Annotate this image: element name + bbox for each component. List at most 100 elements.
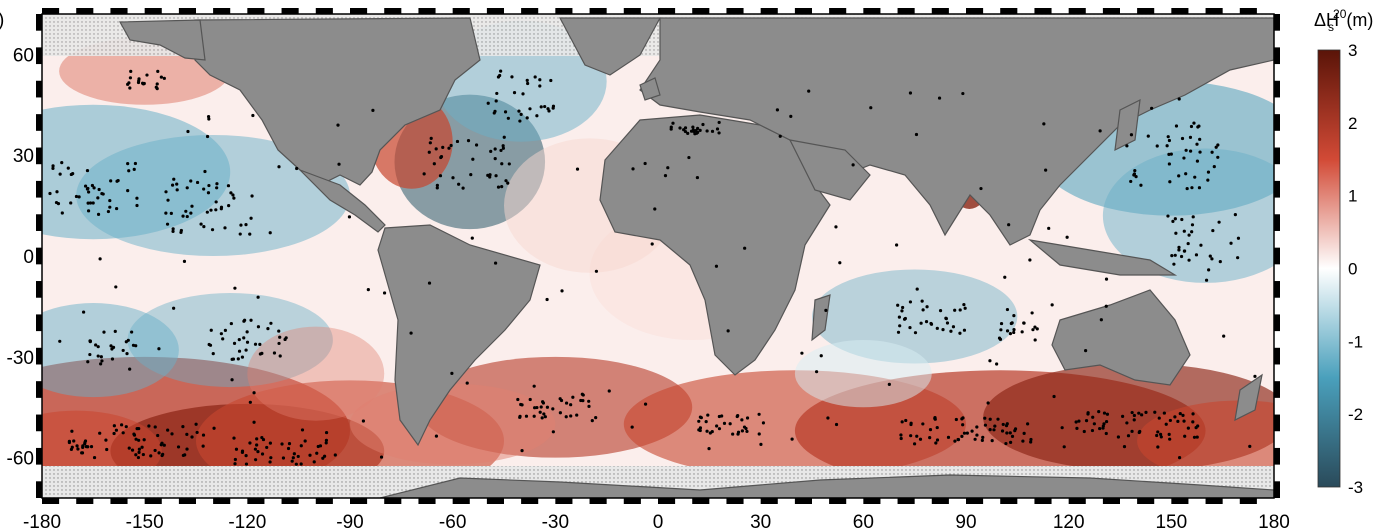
stipple-dot (110, 347, 114, 351)
stipple-dot (294, 462, 298, 466)
stipple-dot (1062, 445, 1066, 449)
stipple-dot (1129, 179, 1133, 184)
stipple-dot (219, 205, 224, 209)
stipple-dot (248, 400, 252, 404)
stipple-dot (1102, 422, 1106, 426)
frame-checker (36, 247, 42, 265)
stipple-dot (1004, 424, 1009, 428)
map-panel (42, 14, 1274, 498)
stipple-dot (1129, 133, 1134, 137)
anomaly-patch (42, 303, 179, 398)
stipple-dot (493, 147, 497, 151)
frame-checker (555, 8, 573, 14)
stipple-dot (300, 428, 305, 432)
frame-checker (247, 498, 265, 504)
stipple-dot (558, 411, 562, 415)
stipple-dot (949, 329, 953, 333)
stipple-dot (630, 425, 634, 429)
stipple-dot (695, 175, 700, 180)
stipple-dot (1206, 170, 1211, 174)
x-axis-ticks: -180 -150 -120 -90 -60 -30 0 30 60 90 120 150 180 (23, 512, 1290, 530)
stipple-dot (897, 315, 901, 319)
stipple-dot (594, 269, 599, 273)
anomaly-patch (247, 326, 385, 421)
stipple-dot (900, 309, 904, 313)
frame-checker (486, 8, 504, 14)
stipple-dot (571, 395, 575, 399)
stipple-dot (887, 382, 891, 386)
stipple-dot (1216, 155, 1220, 159)
x-tick-label: -180 (23, 512, 61, 530)
stipple-dot (653, 207, 657, 211)
stipple-dot (277, 165, 281, 169)
stipple-dot (1029, 440, 1033, 444)
stipple-dot (1180, 217, 1184, 222)
frame-checker (178, 8, 196, 14)
frame-checker (1239, 498, 1257, 504)
stipple-dot (1184, 172, 1188, 176)
stipple-dot (240, 449, 245, 453)
stipple-dot (92, 455, 97, 460)
stipple-dot (941, 328, 945, 332)
stipple-dot (337, 162, 341, 166)
stipple-dot (1188, 135, 1193, 139)
stipple-dot (506, 181, 510, 185)
stipple-dot (1033, 338, 1037, 342)
stipple-dot (1158, 432, 1163, 436)
stipple-dot (899, 436, 903, 441)
stipple-dot (963, 306, 967, 310)
stipple-dot (1165, 144, 1169, 148)
frame-checker (144, 498, 162, 504)
stipple-dot (1210, 150, 1214, 154)
stipple-dot (1060, 426, 1064, 430)
stipple-dot (83, 440, 87, 445)
stipple-dot (120, 423, 124, 427)
stipple-dot (324, 441, 328, 445)
stipple-dot (543, 104, 547, 109)
stipple-dot (757, 432, 761, 436)
stipple-dot (379, 455, 384, 459)
stipple-dot (929, 321, 933, 326)
stipple-dot (1168, 437, 1172, 441)
stipple-dot (919, 321, 923, 325)
stipple-dot (1178, 411, 1182, 416)
stipple-dot (869, 106, 873, 110)
stipple-dot (1009, 321, 1013, 326)
stipple-dot (134, 437, 138, 441)
stipple-dot (486, 173, 490, 177)
stipple-dot (221, 337, 225, 341)
stipple-dot (1229, 241, 1233, 245)
stipple-dot (958, 331, 962, 335)
stipple-dot (533, 75, 537, 79)
stipple-dot (689, 129, 694, 133)
stipple-dot (1125, 421, 1129, 425)
colorbar-tick-label: 1 (1348, 187, 1357, 206)
stipple-dot (253, 447, 257, 451)
stipple-dot (98, 257, 102, 261)
stipple-dot (740, 429, 744, 433)
stipple-dot (51, 166, 55, 171)
stipple-dot (128, 76, 133, 80)
stipple-dot (361, 419, 366, 423)
stipple-dot (268, 441, 272, 445)
stipple-dot (137, 438, 141, 442)
stipple-dot (1155, 144, 1159, 148)
frame-checker (863, 8, 881, 14)
stipple-dot (920, 299, 924, 303)
stipple-dot (240, 355, 245, 359)
stipple-dot (493, 157, 497, 161)
stipple-dot (236, 357, 240, 361)
stipple-dot (590, 419, 594, 423)
stipple-dot (1206, 178, 1210, 182)
stipple-dot (1191, 420, 1195, 424)
stipple-dot (908, 91, 913, 95)
stipple-dot (980, 438, 984, 442)
stipple-dot (427, 281, 432, 285)
stipple-dot (132, 167, 136, 171)
stipple-dot (1166, 214, 1170, 218)
stipple-dot (525, 116, 529, 120)
stipple-dot (790, 437, 794, 441)
frame-checker (521, 8, 539, 14)
stipple-dot (494, 174, 498, 178)
stipple-dot (243, 318, 247, 322)
